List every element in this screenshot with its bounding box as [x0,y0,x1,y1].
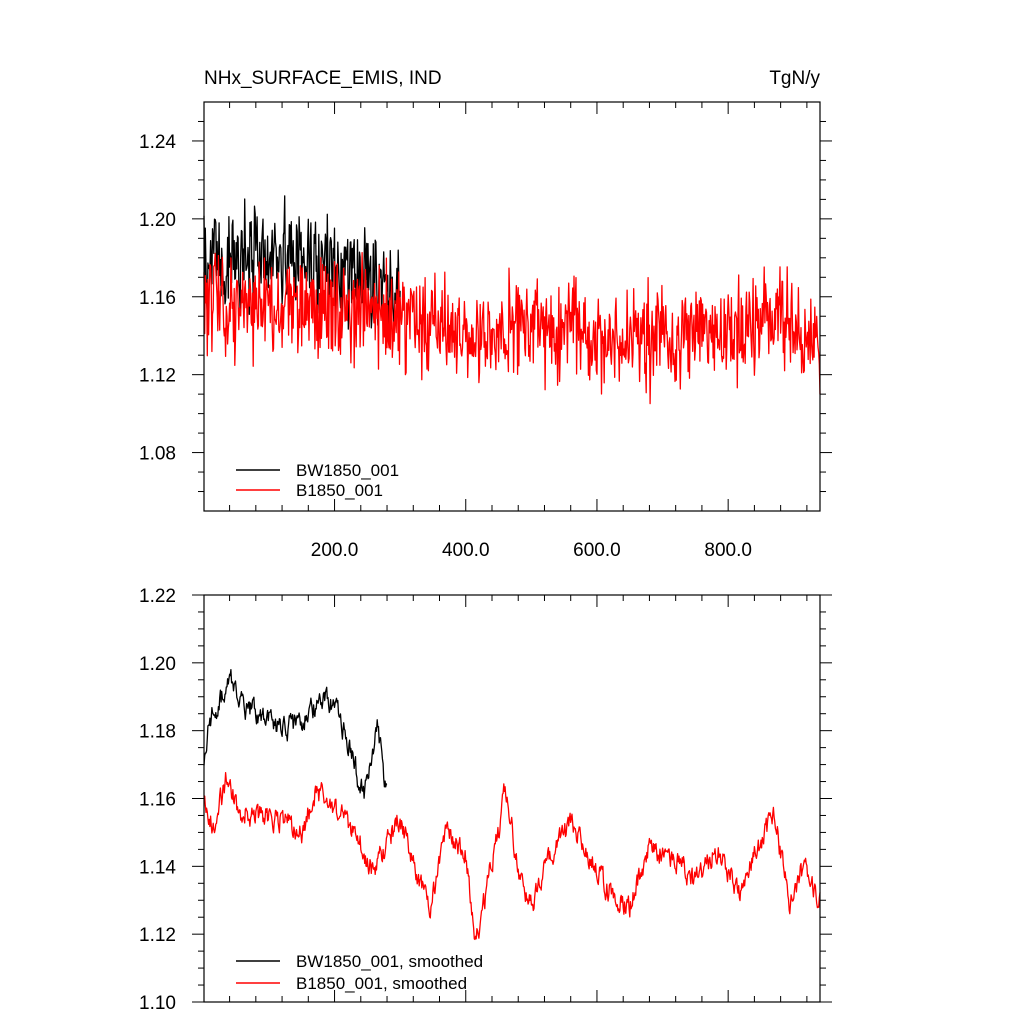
top-xtick-label: 200.0 [311,540,359,561]
top-legend: BW1850_001 B1850_001 [236,461,399,500]
bottom-tick-labels: 1.10 1.12 1.14 1.16 1.18 1.20 1.22 [139,586,176,1014]
bot-ytick-label: 1.22 [139,586,176,607]
top-tick-marks [192,102,832,511]
top-ytick-label: 1.12 [139,366,176,387]
top-xtick-label: 400.0 [442,540,490,561]
bot-ytick-label: 1.16 [139,790,176,811]
bot-ytick-label: 1.10 [139,993,176,1014]
top-series-group [203,195,821,405]
bot-ytick-label: 1.18 [139,722,176,743]
top-series-line-b1850 [203,252,821,405]
top-ytick-label: 1.16 [139,288,176,309]
bot-ytick-label: 1.14 [139,857,176,878]
bot-ytick-label: 1.12 [139,925,176,946]
top-title-left: NHx_SURFACE_EMIS, IND [204,68,442,89]
top-panel: NHx_SURFACE_EMIS, IND TgN/y 200.0 400.0 60… [139,68,832,561]
bot-series-line-b1850 [203,771,821,941]
bottom-legend: BW1850_001, smoothed B1850_001, smoothed [236,952,483,993]
top-legend-label-bw1850: BW1850_001 [296,461,399,480]
top-tick-labels: 200.0 400.0 600.0 800.0 1.08 1.12 1.16 1.20 1.24 [139,132,752,561]
bottom-tick-marks [192,594,832,1003]
bottom-legend-label-bw1850: BW1850_001, smoothed [296,952,483,971]
bottom-legend-label-b1850: B1850_001, smoothed [296,974,467,993]
top-plot-frame [203,101,821,512]
top-ytick-label: 1.08 [139,444,176,465]
bottom-panel: 1.10 1.12 1.14 1.16 1.18 1.20 1.22 BW1850_001,… [139,586,832,1014]
bot-series-line-bw1850 [203,669,388,799]
bottom-plot-frame [203,594,821,1003]
top-ytick-label: 1.20 [139,210,176,231]
bottom-series-group [203,669,821,941]
bot-ytick-label: 1.20 [139,654,176,675]
top-ytick-label: 1.24 [139,132,176,153]
top-xtick-label: 800.0 [704,540,752,561]
top-xtick-label: 600.0 [573,540,621,561]
top-title-right: TgN/y [769,68,820,89]
top-legend-label-b1850: B1850_001 [296,481,383,500]
